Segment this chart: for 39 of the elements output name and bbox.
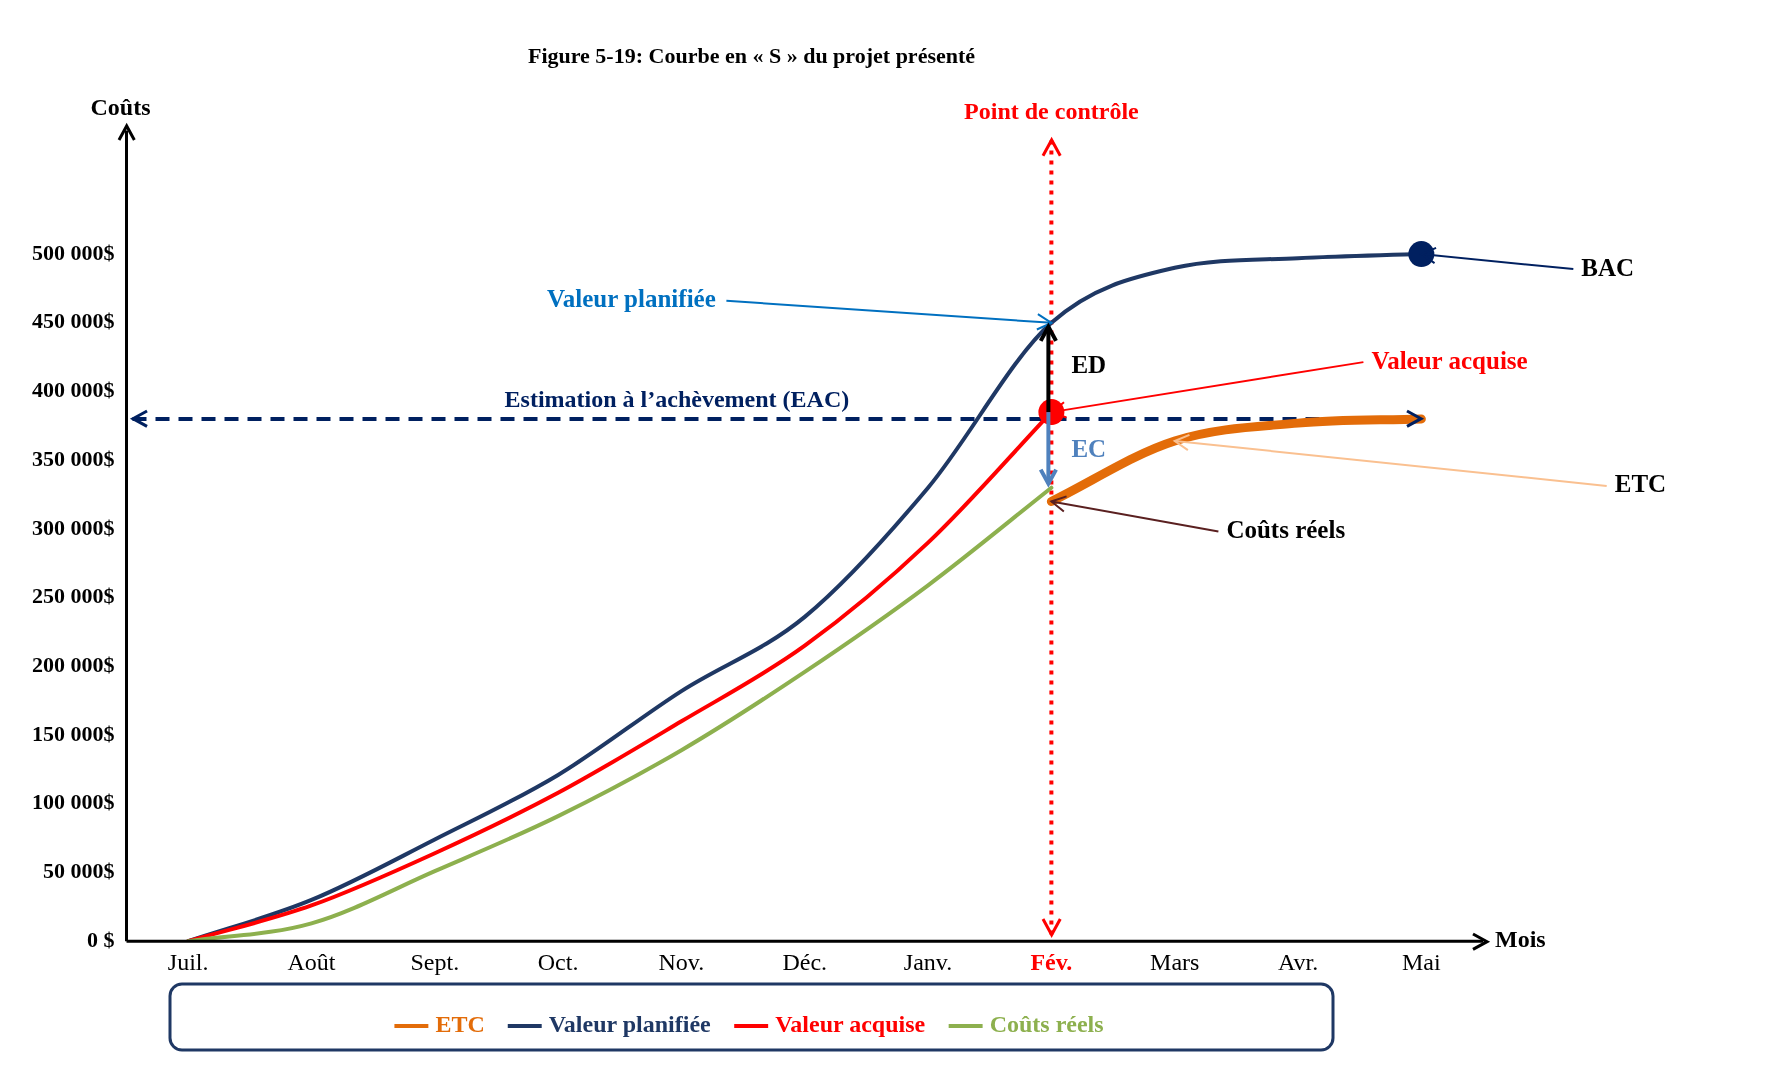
x-tick-label: Mai xyxy=(1402,948,1441,975)
legend-label: Valeur planifiée xyxy=(548,1011,712,1038)
y-tick-label: 300 000$ xyxy=(32,514,115,540)
x-tick-label: Avr. xyxy=(1277,948,1319,975)
annotation: Coûts réels xyxy=(1226,515,1346,543)
legend-label: Valeur acquise xyxy=(775,1011,926,1038)
y-tick-label: 100 000$ xyxy=(32,789,115,815)
y-tick-label: 150 000$ xyxy=(32,720,115,746)
y-tick-label: 350 000$ xyxy=(32,445,115,471)
x-tick-label: Août xyxy=(287,948,336,975)
x-axis-title: Mois xyxy=(1495,926,1546,953)
y-tick-label: 400 000$ xyxy=(32,377,115,403)
x-tick-label: Janv. xyxy=(903,948,953,975)
x-tick-label: Sept. xyxy=(410,948,460,975)
y-tick-label: 200 000$ xyxy=(32,652,115,678)
y-axis-title: Coûts xyxy=(90,93,151,120)
y-tick-label: 250 000$ xyxy=(32,583,115,609)
x-tick-label: Mars xyxy=(1150,948,1200,975)
y-tick-label: 50 000$ xyxy=(43,858,115,884)
x-tick-label: Oct. xyxy=(537,948,579,975)
y-tick-label: 0 $ xyxy=(87,926,115,952)
annotation: EC xyxy=(1071,435,1107,463)
line-series xyxy=(186,485,1054,942)
annotation: ETC xyxy=(1614,470,1667,498)
x-tick-label: Fév. xyxy=(1030,948,1073,975)
ref-line-label: Point de contrôle xyxy=(964,97,1140,124)
legend-label: ETC xyxy=(435,1011,485,1038)
legend-label: Coûts réels xyxy=(989,1011,1104,1038)
x-tick-label: Juil. xyxy=(167,948,209,975)
x-tick-label: Nov. xyxy=(658,948,705,975)
annotation: Valeur planifiée xyxy=(547,285,716,313)
ref-line-label: Estimation à l’achèvement (EAC) xyxy=(504,386,850,413)
chart-title: Figure 5-19: Courbe en « S » du projet présenté xyxy=(527,42,976,68)
y-tick-label: 450 000$ xyxy=(32,308,115,334)
annotation: BAC xyxy=(1581,253,1635,281)
x-tick-label: Déc. xyxy=(782,948,828,975)
annotation: Valeur acquise xyxy=(1371,346,1528,374)
y-tick-label: 500 000$ xyxy=(32,239,115,265)
annotation: ED xyxy=(1071,351,1107,379)
